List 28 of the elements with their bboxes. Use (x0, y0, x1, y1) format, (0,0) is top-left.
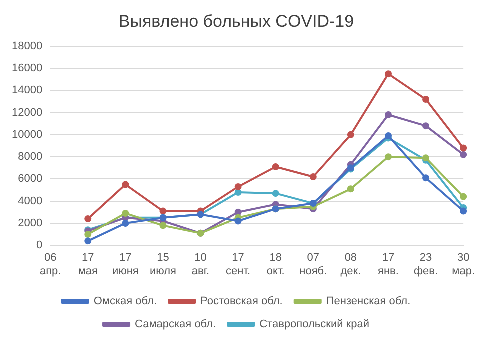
legend-label: Омская обл. (94, 296, 158, 308)
x-tick-label: 15 июля (150, 252, 177, 278)
y-tick-label: 6000 (18, 173, 43, 186)
x-tick-label: 17 янв. (378, 252, 399, 278)
x-tick-label: 07 нояб. (300, 252, 328, 278)
x-tick-label: 08 дек. (340, 252, 362, 278)
legend-label: Самарская обл. (135, 318, 216, 331)
y-tick-label: 18000 (12, 40, 43, 52)
legend-label: Ростовская обл. (200, 296, 283, 308)
x-tick-label: 06 апр. (40, 252, 62, 278)
x-tick-label: 17 сент. (226, 252, 251, 278)
y-tick-label: 10000 (12, 128, 43, 141)
y-tick-label: 0 (36, 240, 43, 252)
x-tick-label: 17 июня (112, 252, 139, 278)
chart-title: Выявлено больных COVID-19 (118, 12, 354, 31)
x-tick-label: 30 мар. (452, 252, 476, 278)
y-tick-label: 8000 (18, 151, 43, 164)
x-tick-label: 10 авг. (192, 252, 210, 278)
x-tick-label: 18 окт. (266, 252, 285, 278)
y-tick-label: 14000 (12, 84, 43, 97)
y-tick-label: 16000 (12, 62, 43, 75)
y-tick-label: 12000 (12, 106, 43, 119)
y-tick-label: 4000 (18, 195, 43, 208)
legend-label: Пензенская обл. (326, 296, 411, 308)
x-tick-label: 17 мая (78, 252, 98, 278)
legend-label: Ставропольский край (260, 318, 370, 331)
x-tick-label: 23 фев. (414, 252, 438, 278)
y-tick-label: 2000 (18, 218, 43, 230)
